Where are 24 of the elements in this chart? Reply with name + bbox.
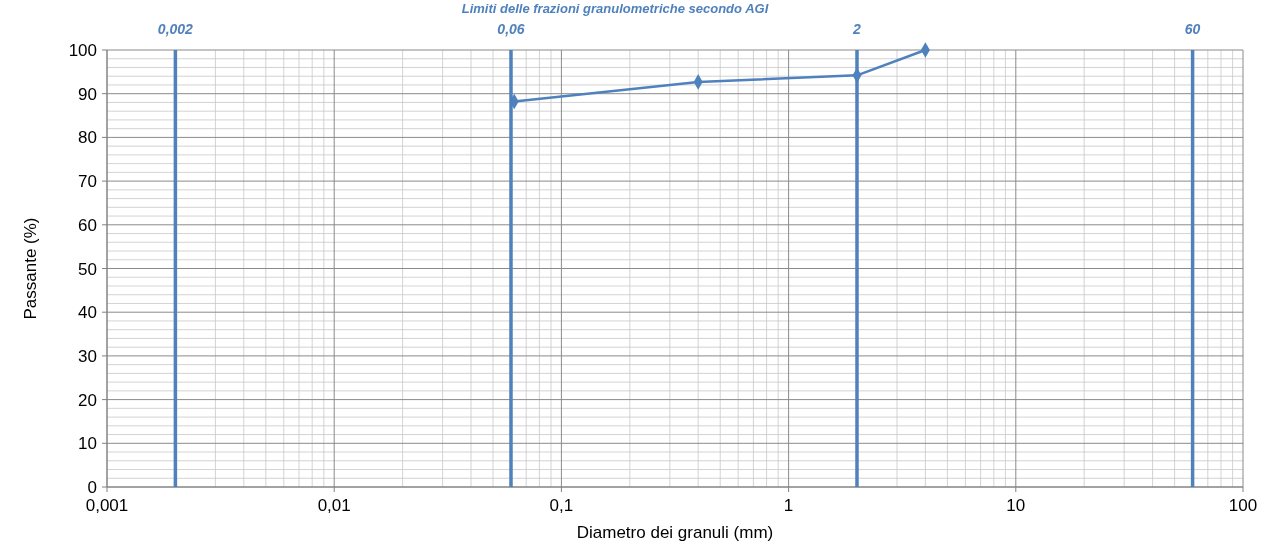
y-tick-label: 50 <box>78 259 97 279</box>
y-tick-label: 0 <box>87 478 97 497</box>
y-tick-label: 30 <box>78 346 97 366</box>
x-tick-label: 0,1 <box>549 496 574 515</box>
ref-line-label: 2 <box>852 21 862 37</box>
y-tick-label: 80 <box>78 128 97 148</box>
chart-title: Limiti delle frazioni granulometriche secondo AGI <box>461 1 769 16</box>
y-tick-label: 100 <box>68 41 97 60</box>
ref-line-label: 0,06 <box>497 21 525 37</box>
x-tick-label: 0,001 <box>85 496 129 515</box>
ref-line-label: 60 <box>1184 21 1201 37</box>
x-tick-label: 100 <box>1228 496 1258 515</box>
x-axis-title: Diametro dei granuli (mm) <box>576 523 774 542</box>
y-tick-label: 10 <box>78 434 97 454</box>
y-tick-label: 60 <box>78 215 97 235</box>
x-tick-label: 1 <box>783 496 794 515</box>
y-tick-label: 40 <box>78 303 97 323</box>
y-tick-label: 90 <box>78 84 97 104</box>
x-tick-label: 0,01 <box>317 496 351 515</box>
x-tick-label: 10 <box>1006 496 1026 515</box>
ref-line-label: 0,002 <box>157 21 194 37</box>
y-tick-label: 70 <box>78 172 97 192</box>
y-axis-title: Passante (%) <box>21 217 40 320</box>
y-tick-label: 20 <box>78 390 97 410</box>
